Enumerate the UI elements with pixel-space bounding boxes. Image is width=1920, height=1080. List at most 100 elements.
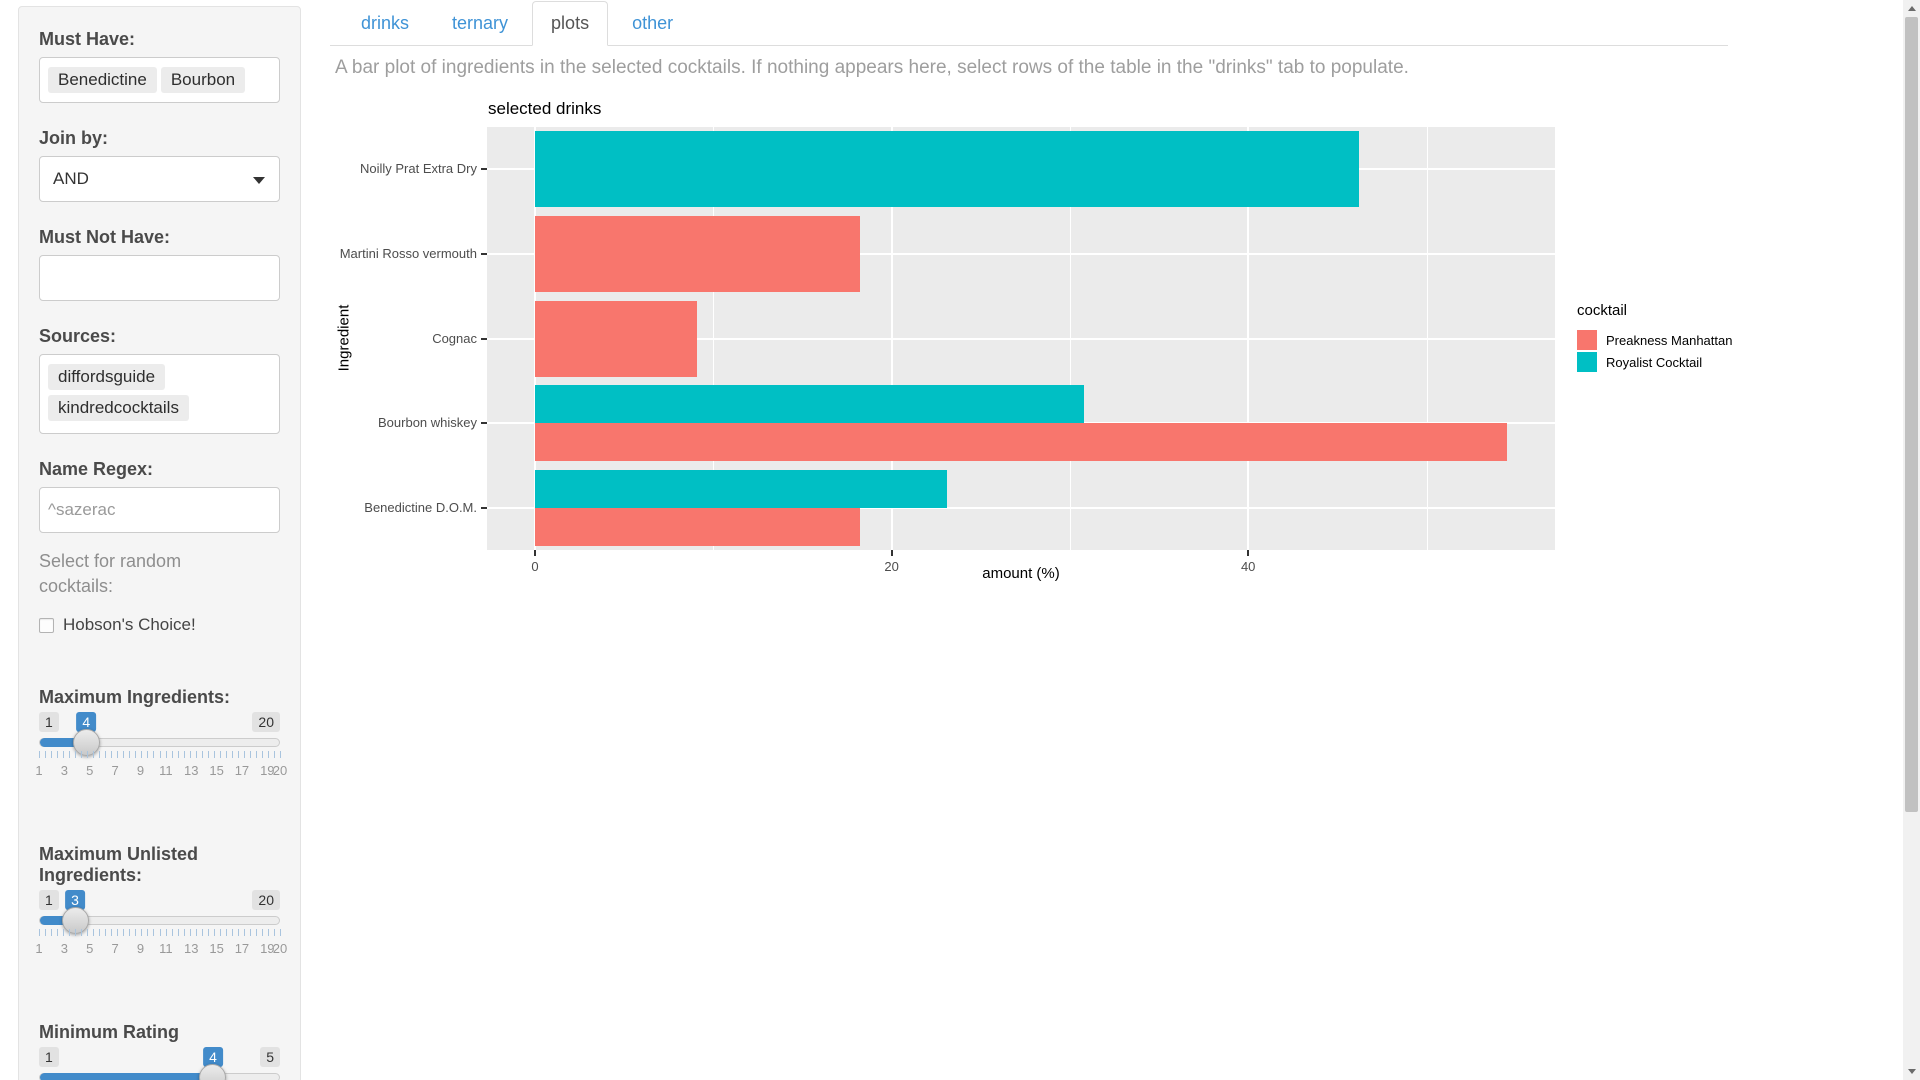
bar-preakness-manhattan bbox=[535, 423, 1507, 462]
join-by-group: Join by: AND bbox=[39, 128, 280, 202]
slider-group-0: Maximum Ingredients: 1 20 4 1 3 5 7 9 11 13 15 17 19 2… bbox=[35, 687, 287, 816]
bar-preakness-manhattan bbox=[535, 215, 860, 292]
slider-grid-label: 1 bbox=[35, 763, 43, 779]
slider-value-badge: 3 bbox=[65, 890, 85, 911]
slider-label: Maximum Ingredients: bbox=[39, 687, 231, 708]
scroll-up-button[interactable] bbox=[1903, 0, 1920, 17]
plot-panel bbox=[487, 127, 1555, 550]
slider-track[interactable] bbox=[39, 1064, 280, 1080]
gridline-major bbox=[1247, 127, 1250, 550]
slider-value-badge: 4 bbox=[76, 712, 97, 733]
slider-grid-label: 1 bbox=[35, 941, 43, 957]
hobsons-choice-checkbox[interactable] bbox=[39, 617, 54, 633]
gridline-minor bbox=[1426, 127, 1428, 550]
slider-label: Minimum Rating bbox=[39, 1022, 179, 1043]
must-not-have-label: Must Not Have: bbox=[39, 227, 171, 247]
tag-Bourbon[interactable]: Bourbon bbox=[160, 67, 246, 93]
range-slider: 1 20 4 1 3 5 7 9 11 13 15 17 19 20 bbox=[35, 712, 287, 816]
slider-fill bbox=[40, 738, 87, 748]
filter-sidebar: Must Have: Benedictine Bourbon Join by: A… bbox=[18, 6, 301, 1080]
gridline-minor bbox=[713, 127, 715, 550]
y-category-label: Bourbon whiskey bbox=[378, 415, 477, 431]
join-by-value: AND bbox=[53, 169, 89, 188]
name-regex-input[interactable] bbox=[39, 487, 280, 533]
slider-grid-label: 7 bbox=[111, 763, 119, 779]
slider-handle[interactable] bbox=[73, 729, 101, 757]
join-by-select[interactable]: AND bbox=[39, 156, 280, 202]
legend-label: Royalist Cocktail bbox=[1606, 354, 1703, 370]
y-tick bbox=[481, 168, 487, 171]
must-have-input[interactable]: Benedictine Bourbon bbox=[39, 57, 280, 103]
hobsons-choice-label: Hobson's Choice! bbox=[63, 615, 196, 635]
slider-min-badge: 1 bbox=[39, 890, 59, 911]
x-tick-label: 40 bbox=[1240, 559, 1256, 574]
plot-description: A bar plot of ingredients in the selecte… bbox=[335, 57, 1409, 78]
legend-key-swatch bbox=[1577, 330, 1597, 350]
gridline-horizontal bbox=[487, 506, 1555, 509]
slider-grid-label: 17 bbox=[234, 763, 250, 779]
tab-drinks[interactable]: drinks bbox=[361, 13, 410, 33]
slider-grid-label: 13 bbox=[183, 941, 199, 957]
sources-group: Sources: diffordsguide kindredcocktails bbox=[39, 326, 280, 434]
x-tick bbox=[890, 550, 893, 556]
slider-max-badge: 5 bbox=[260, 1047, 280, 1068]
sliders-container: Maximum Ingredients: 1 20 4 1 3 5 7 9 11 13 15 17 19 2… bbox=[35, 687, 287, 1080]
slider-min-badge: 1 bbox=[39, 712, 59, 733]
sources-label: Sources: bbox=[39, 326, 117, 346]
legend-key-swatch bbox=[1577, 352, 1597, 372]
must-not-have-input[interactable] bbox=[39, 255, 280, 301]
chart-title: selected drinks bbox=[488, 99, 602, 118]
slider-grid: 1 3 5 7 9 11 13 15 17 19 20 bbox=[35, 929, 287, 963]
tag-Benedictine[interactable]: Benedictine bbox=[48, 67, 157, 93]
tab-plots[interactable]: plots bbox=[532, 1, 609, 46]
y-tick bbox=[481, 506, 487, 509]
tag-diffordsguide[interactable]: diffordsguide bbox=[48, 364, 166, 390]
legend-row: Royalist Cocktail bbox=[1577, 351, 1732, 373]
gridline-horizontal bbox=[487, 337, 1555, 340]
bar-preakness-manhattan bbox=[535, 300, 698, 377]
slider-group-2: Minimum Rating15411.522.533.544.55 bbox=[39, 1022, 280, 1080]
slider-grid-label: 15 bbox=[209, 941, 224, 957]
slider-grid-label: 20 bbox=[272, 941, 288, 957]
slider-grid-label: 5 bbox=[86, 941, 94, 957]
slider-grid-label: 19 bbox=[260, 763, 275, 779]
bar-royalist-cocktail bbox=[535, 469, 947, 508]
scroll-down-button[interactable] bbox=[1903, 1063, 1920, 1080]
slider-grid-label: 3 bbox=[60, 763, 68, 779]
slider-value-badge: 4 bbox=[203, 1047, 223, 1068]
hobsons-choice-row[interactable]: Hobson's Choice! bbox=[39, 615, 280, 635]
y-category-label: Cognac bbox=[432, 330, 477, 346]
legend-title: cocktail bbox=[1577, 302, 1628, 319]
vertical-scrollbar[interactable] bbox=[1903, 0, 1920, 1080]
must-not-have-group: Must Not Have: bbox=[39, 227, 280, 301]
bar-preakness-manhattan bbox=[535, 507, 860, 546]
slider-fill bbox=[40, 1073, 213, 1080]
slider-grid: 1 3 5 7 9 11 13 15 17 19 20 bbox=[35, 751, 287, 785]
slider-min-badge: 1 bbox=[39, 1047, 59, 1068]
gridline-minor bbox=[1069, 127, 1071, 550]
slider-grid-label: 11 bbox=[159, 763, 173, 779]
y-category-label: Noilly Prat Extra Dry bbox=[359, 161, 477, 177]
tag-kindredcocktails[interactable]: kindredcocktails bbox=[48, 395, 189, 421]
slider-grid-label: 7 bbox=[111, 941, 119, 957]
join-by-label: Join by: bbox=[39, 128, 109, 148]
tab-bar: drinks ternary plots other bbox=[330, 1, 1728, 46]
slider-grid-label: 3 bbox=[60, 941, 68, 957]
range-slider: 15411.522.533.544.55 bbox=[39, 1047, 280, 1080]
must-have-label: Must Have: bbox=[39, 29, 136, 49]
bar-royalist-cocktail bbox=[535, 385, 1085, 424]
tab-ternary[interactable]: ternary bbox=[452, 13, 509, 33]
slider-grid-label: 19 bbox=[260, 941, 275, 957]
slider-grid-label: 9 bbox=[136, 941, 145, 957]
slider-fill bbox=[40, 916, 76, 926]
legend-row: Preakness Manhattan bbox=[1577, 329, 1732, 351]
x-tick bbox=[1247, 550, 1250, 556]
tab-other[interactable]: other bbox=[632, 13, 674, 33]
scrollbar-thumb[interactable] bbox=[1905, 17, 1918, 812]
slider-track[interactable] bbox=[39, 907, 280, 935]
y-category-label: Martini Rosso vermouth bbox=[339, 245, 477, 261]
slider-grid-label: 20 bbox=[272, 763, 288, 779]
range-slider: 1 20 3 1 3 5 7 9 11 13 15 17 19 20 bbox=[35, 890, 287, 994]
slider-track[interactable] bbox=[39, 729, 280, 757]
sources-input[interactable]: diffordsguide kindredcocktails bbox=[39, 354, 280, 434]
